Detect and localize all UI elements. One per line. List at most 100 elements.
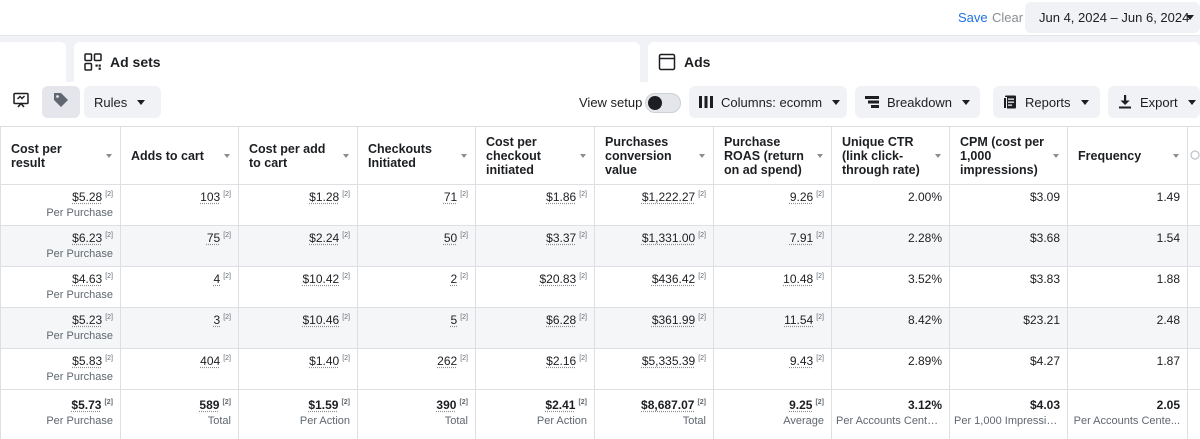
date-range-picker[interactable]: Jun 4, 2024 – Jun 6, 2024 bbox=[1025, 2, 1200, 33]
column-header-cpm[interactable]: CPM (cost per 1,000 impressions) bbox=[949, 126, 1068, 185]
cost-per-checkout-cell[interactable]: $3.37 [2] bbox=[475, 225, 595, 267]
sort-caret-icon bbox=[106, 154, 112, 158]
cpm-cell: $3.09 bbox=[949, 184, 1068, 226]
table-row[interactable]: $4.63 [2] Per Purchase 4 [2] $10.42 [2] 2 [2]… bbox=[0, 266, 1200, 308]
column-header-conversion-value[interactable]: Purchases conversion value bbox=[594, 126, 714, 185]
cost-per-checkout-cell[interactable]: $1.86 [2] bbox=[475, 184, 595, 226]
adds-to-cart-cell[interactable]: 3 [2] bbox=[120, 307, 239, 349]
cell-value: 1.87 bbox=[1156, 354, 1180, 368]
reports-label: Reports bbox=[1025, 94, 1071, 110]
spacer-cell bbox=[1187, 225, 1200, 267]
cost-per-result-cell[interactable]: $5.23 [2] Per Purchase bbox=[0, 307, 121, 349]
cell-value: $361.99 bbox=[651, 313, 696, 327]
column-header-cost-per-result[interactable]: Cost per result bbox=[0, 126, 121, 185]
table-row[interactable]: $6.23 [2] Per Purchase 75 [2] $2.24 [2] 50 [2… bbox=[0, 225, 1200, 267]
tab-campaigns[interactable] bbox=[0, 42, 66, 82]
cell-value: 3 bbox=[213, 313, 221, 327]
cost-per-result-cell[interactable]: $4.63 [2] Per Purchase bbox=[0, 266, 121, 308]
conversion-value-cell[interactable]: $5,335.39 [2] bbox=[594, 348, 714, 390]
footnote-marker: [2] bbox=[816, 314, 824, 321]
column-header-checkouts-initiated[interactable]: Checkouts Initiated bbox=[357, 126, 476, 185]
unique-ctr-cell: 2.00% bbox=[831, 184, 950, 226]
cost-per-result-cell[interactable]: $5.28 [2] Per Purchase bbox=[0, 184, 121, 226]
total-adds-to-cart-cell[interactable]: 589 [2] Total bbox=[120, 389, 239, 439]
checkouts-cell[interactable]: 5 [2] bbox=[357, 307, 476, 349]
conversion-value-cell[interactable]: $361.99 [2] bbox=[594, 307, 714, 349]
cpm-cell: $4.27 bbox=[949, 348, 1068, 390]
footnote-marker: [2] bbox=[105, 232, 113, 239]
footnote-marker: [2] bbox=[223, 191, 231, 198]
total-conversion-value-cell[interactable]: $8,687.07 [2] Total bbox=[594, 389, 714, 439]
total-checkouts-cell[interactable]: 390 [2] Total bbox=[357, 389, 476, 439]
adds-to-cart-cell[interactable]: 4 [2] bbox=[120, 266, 239, 308]
footnote-marker: [2] bbox=[342, 191, 350, 198]
column-header-roas[interactable]: Purchase ROAS (return on ad spend) bbox=[713, 126, 832, 185]
checkouts-cell[interactable]: 2 [2] bbox=[357, 266, 476, 308]
roas-cell[interactable]: 11.54 [2] bbox=[713, 307, 832, 349]
view-setup-toggle[interactable] bbox=[645, 93, 681, 113]
cost-per-checkout-cell[interactable]: $6.28 [2] bbox=[475, 307, 595, 349]
cell-value: 1.54 bbox=[1156, 231, 1180, 245]
cost-per-add-cell[interactable]: $2.24 [2] bbox=[238, 225, 358, 267]
cost-per-add-cell[interactable]: $10.46 [2] bbox=[238, 307, 358, 349]
adds-to-cart-cell[interactable]: 103 [2] bbox=[120, 184, 239, 226]
cell-value: 4 bbox=[213, 272, 221, 286]
cost-per-add-cell[interactable]: $1.28 [2] bbox=[238, 184, 358, 226]
roas-cell[interactable]: 10.48 [2] bbox=[713, 266, 832, 308]
cost-per-add-cell[interactable]: $1.40 [2] bbox=[238, 348, 358, 390]
cell-value: 5 bbox=[450, 313, 458, 327]
total-cost-per-add-cell[interactable]: $1.59 [2] Per Action bbox=[238, 389, 358, 439]
reports-dropdown[interactable]: Reports bbox=[993, 86, 1100, 118]
tab-ads[interactable]: Ads bbox=[648, 42, 1200, 82]
tab-ad-sets[interactable]: Ad sets bbox=[74, 42, 640, 82]
column-header-cost-per-add-to-cart[interactable]: Cost per add to cart bbox=[238, 126, 358, 185]
filter-search-input[interactable] bbox=[0, 2, 950, 32]
column-header-frequency[interactable]: Frequency bbox=[1067, 126, 1188, 185]
compare-button[interactable] bbox=[2, 86, 40, 118]
cost-per-checkout-cell[interactable]: $20.83 [2] bbox=[475, 266, 595, 308]
tag-button[interactable] bbox=[42, 86, 80, 118]
spacer-cell bbox=[1187, 389, 1200, 439]
cell-value: 103 bbox=[200, 190, 221, 204]
column-header-adds-to-cart[interactable]: Adds to cart bbox=[120, 126, 239, 185]
total-cost-per-checkout-cell[interactable]: $2.41 [2] Per Action bbox=[475, 389, 595, 439]
total-cost-per-result-cell[interactable]: $5.73 [2] Per Purchase bbox=[0, 389, 121, 439]
table-row[interactable]: $5.83 [2] Per Purchase 404 [2] $1.40 [2] 262… bbox=[0, 348, 1200, 390]
export-dropdown[interactable]: Export bbox=[1108, 86, 1200, 118]
columns-dropdown[interactable]: Columns: ecomm bbox=[689, 86, 847, 118]
cost-per-result-cell[interactable]: $6.23 [2] Per Purchase bbox=[0, 225, 121, 267]
cell-value: 71 bbox=[443, 190, 458, 204]
column-header-more[interactable] bbox=[1187, 126, 1200, 185]
rules-dropdown[interactable]: Rules bbox=[84, 86, 161, 118]
chevron-down-icon bbox=[962, 99, 971, 105]
adds-to-cart-cell[interactable]: 404 [2] bbox=[120, 348, 239, 390]
cost-per-result-cell[interactable]: $5.83 [2] Per Purchase bbox=[0, 348, 121, 390]
conversion-value-cell[interactable]: $1,331.00 [2] bbox=[594, 225, 714, 267]
checkouts-cell[interactable]: 262 [2] bbox=[357, 348, 476, 390]
conversion-value-cell[interactable]: $1,222.27 [2] bbox=[594, 184, 714, 226]
cost-per-checkout-cell[interactable]: $2.16 [2] bbox=[475, 348, 595, 390]
footnote-marker: [2] bbox=[460, 191, 468, 198]
cost-per-add-cell[interactable]: $10.42 [2] bbox=[238, 266, 358, 308]
table-row[interactable]: $5.23 [2] Per Purchase 3 [2] $10.46 [2] 5 [2]… bbox=[0, 307, 1200, 349]
breakdown-dropdown[interactable]: Breakdown bbox=[855, 86, 980, 118]
cell-value: $1,331.00 bbox=[641, 231, 696, 245]
column-header-cost-per-checkout[interactable]: Cost per checkout initiated bbox=[475, 126, 595, 185]
adds-to-cart-cell[interactable]: 75 [2] bbox=[120, 225, 239, 267]
clear-filter-link[interactable]: Clear bbox=[992, 10, 1024, 25]
spacer-cell bbox=[1187, 307, 1200, 349]
table-row[interactable]: $5.28 [2] Per Purchase 103 [2] $1.28 [2] 71[… bbox=[0, 184, 1200, 226]
checkouts-cell[interactable]: 71 [2] bbox=[357, 184, 476, 226]
total-roas-cell[interactable]: 9.25 [2] Average bbox=[713, 389, 832, 439]
roas-cell[interactable]: 9.43 [2] bbox=[713, 348, 832, 390]
checkouts-cell[interactable]: 50 [2] bbox=[357, 225, 476, 267]
conversion-value-cell[interactable]: $436.42 [2] bbox=[594, 266, 714, 308]
roas-cell[interactable]: 7.91 [2] bbox=[713, 225, 832, 267]
total-value: 2.05 bbox=[1156, 398, 1180, 412]
column-header-unique-ctr[interactable]: Unique CTR (link click-through rate) bbox=[831, 126, 950, 185]
chevron-down-icon bbox=[832, 99, 841, 105]
roas-cell[interactable]: 9.26 [2] bbox=[713, 184, 832, 226]
footnote-marker: [2] bbox=[105, 191, 113, 198]
tab-ads-label: Ads bbox=[684, 54, 711, 70]
save-filter-link[interactable]: Save bbox=[958, 10, 988, 25]
